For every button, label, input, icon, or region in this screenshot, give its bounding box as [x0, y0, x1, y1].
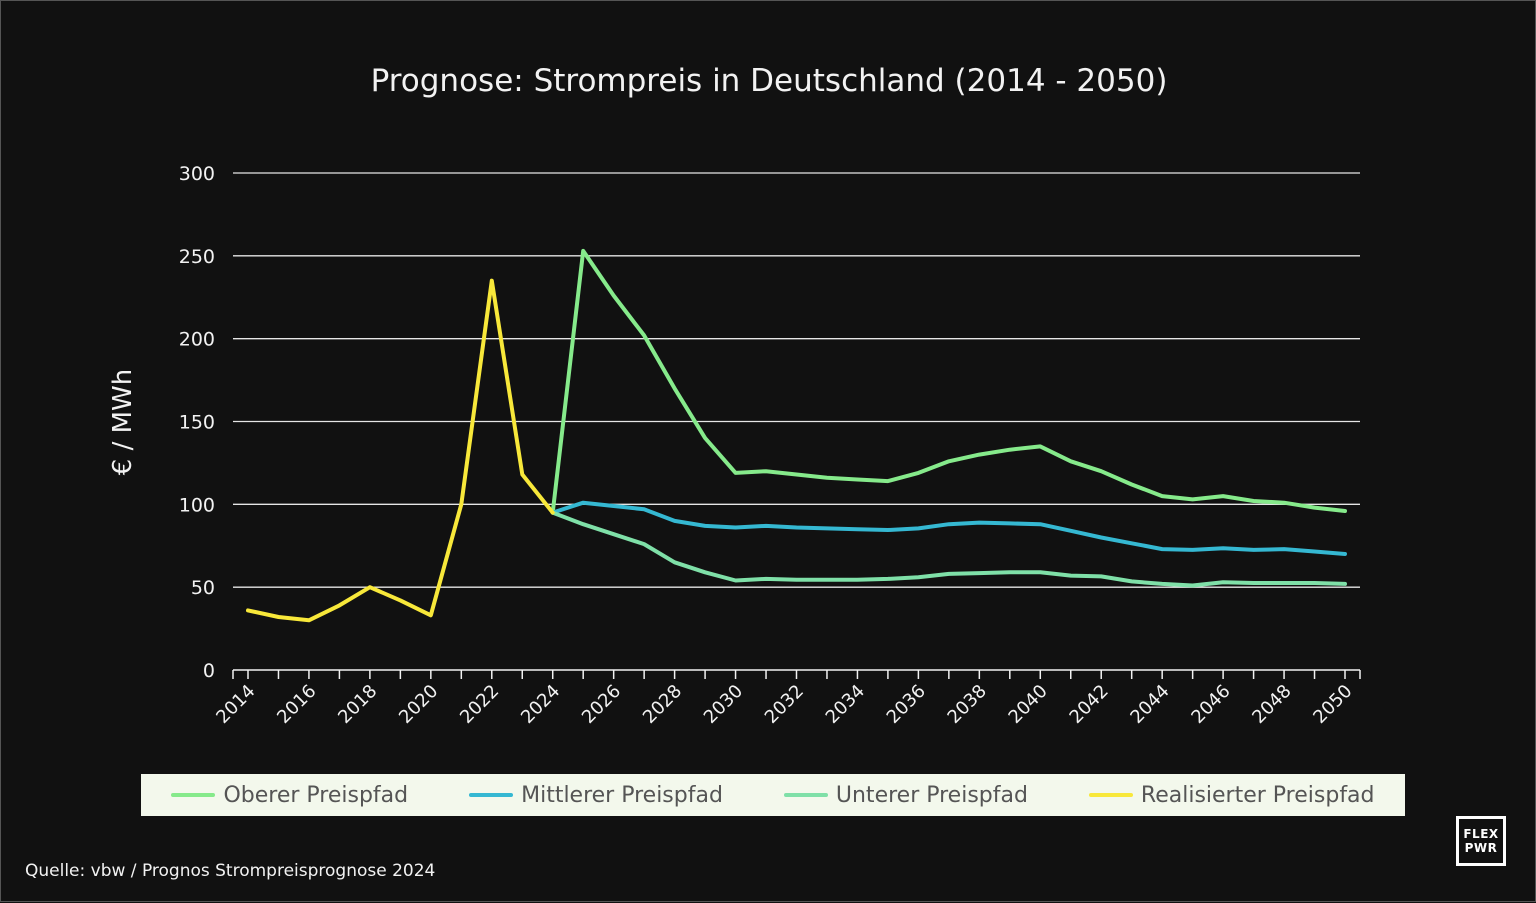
axes: 0 50 100 150 200 250 300 2014 2016 2018 2020 2022 20… [179, 163, 1361, 728]
grid-lines [233, 172, 1360, 588]
series-line-oberer [550, 248, 1347, 515]
chart-title: Prognose: Strompreis in Deutschland (201… [371, 63, 1168, 99]
y-tick-label: 250 [179, 246, 215, 268]
legend-swatch-unterer [783, 793, 828, 797]
legend-item-mittlerer: Mittlerer Preispfad [469, 783, 723, 808]
series-line-realisiert [246, 278, 555, 623]
legend-item-realisiert: Realisierter Preispfad [1088, 782, 1375, 808]
y-axis-label: € / MWh [108, 369, 138, 475]
x-tick-label: 2026 [578, 681, 625, 728]
logo-text-line2: PWR [1464, 841, 1498, 855]
legend-swatch-oberer [171, 793, 216, 797]
y-tick-label: 200 [179, 329, 215, 351]
source-note: Quelle: vbw / Prognos Strompreisprognose… [25, 861, 436, 881]
legend-item-oberer: Oberer Preispfad [171, 783, 408, 808]
x-tick-label: 2040 [1005, 681, 1052, 728]
y-tick-label: 150 [179, 412, 215, 434]
legend-swatch-realisiert [1088, 793, 1133, 797]
logo-text-line1: FLEX [1463, 827, 1499, 841]
y-tick-label: 50 [191, 577, 215, 599]
series-line-mittlerer [550, 500, 1347, 556]
series-lines [246, 248, 1347, 623]
x-tick-label: 2020 [395, 681, 442, 728]
legend-label-oberer: Oberer Preispfad [223, 782, 409, 808]
x-tick-label: 2024 [517, 681, 564, 728]
x-tick-label: 2036 [883, 681, 930, 728]
legend-label-realisiert: Realisierter Preispfad [1140, 782, 1375, 808]
x-tick-label: 2042 [1066, 681, 1113, 728]
legend-item-unterer: Unterer Preispfad [783, 782, 1028, 808]
x-tick-label: 2028 [639, 681, 686, 728]
flexpwr-logo: FLEX PWR [1456, 816, 1506, 866]
x-tick-label: 2014 [212, 681, 259, 728]
legend: Oberer Preispfad Mittlerer Preispfad Unt… [141, 774, 1405, 816]
legend-label-mittlerer: Mittlerer Preispfad [521, 782, 723, 808]
x-tick-label: 2038 [944, 681, 991, 728]
x-tick-label: 2016 [273, 681, 320, 728]
x-tick-label: 2030 [700, 681, 747, 728]
y-tick-label: 300 [179, 163, 215, 185]
series-line-unterer [550, 510, 1347, 588]
y-tick-label: 0 [203, 660, 215, 682]
x-tick-label: 2034 [822, 681, 869, 728]
x-tick-label: 2018 [334, 681, 381, 728]
x-tick-label: 2032 [761, 681, 808, 728]
x-tick-label: 2048 [1248, 681, 1295, 728]
x-tick-label: 2044 [1126, 681, 1173, 728]
y-tick-label: 100 [179, 494, 215, 516]
legend-swatch-mittlerer [469, 793, 514, 797]
legend-label-unterer: Unterer Preispfad [835, 782, 1028, 808]
x-tick-label: 2050 [1309, 681, 1356, 728]
x-tick-label: 2022 [456, 681, 503, 728]
x-tick-label: 2046 [1187, 681, 1234, 728]
